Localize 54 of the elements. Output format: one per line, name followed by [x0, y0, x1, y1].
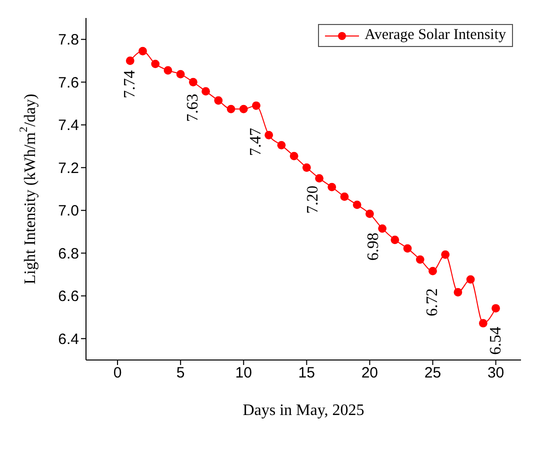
point: [226, 104, 236, 114]
point: [416, 255, 424, 264]
point: [378, 224, 387, 233]
y-tick-label: 7.8: [58, 32, 79, 49]
point: [365, 210, 374, 218]
point: [138, 46, 147, 56]
point: [478, 319, 488, 328]
annotation: 7.74: [122, 70, 139, 98]
point: [302, 163, 311, 172]
point: [202, 87, 210, 96]
point: [252, 101, 260, 110]
point: [340, 192, 349, 201]
annotation: 6.54: [487, 326, 504, 355]
x-tick-label: 30: [487, 364, 504, 382]
point: [492, 304, 500, 312]
point: [403, 244, 412, 253]
point: [188, 78, 198, 86]
x-tick-label: 10: [235, 364, 252, 382]
point: [454, 288, 462, 296]
point: [164, 66, 172, 75]
point: [390, 236, 400, 244]
annotation: 6.72: [424, 288, 442, 316]
y-tick-label: 7.2: [58, 160, 79, 177]
point: [214, 96, 223, 105]
legend-label: Average Solar Intensity: [364, 27, 506, 44]
x-axis-title: Days in May, 2025: [242, 402, 364, 419]
point: [466, 275, 475, 284]
y-tick-label: 7.0: [58, 202, 79, 220]
point: [352, 200, 362, 210]
x-tick-label: 5: [176, 364, 185, 382]
annotation: 7.47: [248, 128, 265, 156]
point: [277, 140, 286, 150]
x-tick-label: 20: [361, 364, 378, 382]
point: [428, 266, 437, 276]
y-tick-label: 6.8: [58, 245, 79, 262]
x-tick-label: 25: [424, 364, 442, 382]
point: [315, 174, 324, 183]
point: [328, 182, 336, 192]
annotation: 7.20: [304, 186, 322, 214]
point: [239, 104, 248, 114]
point: [264, 130, 274, 140]
x-tick-label: 0: [113, 364, 122, 382]
point: [290, 152, 298, 160]
y-tick-label: 7.4: [58, 117, 79, 134]
annotation: 7.63: [184, 94, 202, 122]
point: [176, 70, 185, 78]
y-tick-label: 6.6: [58, 288, 79, 306]
point: [126, 56, 134, 65]
annotation: 6.98: [364, 232, 382, 261]
point: [151, 60, 160, 68]
y-tick-label: 6.4: [58, 330, 79, 348]
x-tick-label: 15: [298, 364, 315, 382]
point: [441, 250, 450, 259]
y-tick-label: 7.6: [58, 74, 79, 92]
